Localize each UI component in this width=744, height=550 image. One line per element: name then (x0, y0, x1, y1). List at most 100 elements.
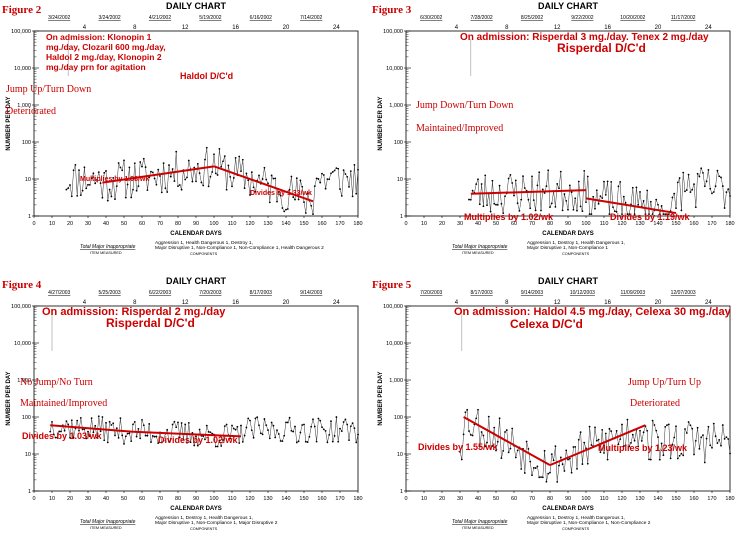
data-point (99, 430, 102, 433)
x-tick-label: 80 (175, 496, 181, 502)
data-point (83, 166, 86, 169)
data-point (153, 177, 156, 180)
x-tick-label: 80 (547, 496, 553, 502)
data-point (574, 445, 577, 448)
data-point (144, 166, 147, 169)
data-point (583, 169, 586, 172)
data-point (344, 173, 347, 175)
data-point (321, 172, 323, 175)
y-axis-label: NUMBER PER DAY (6, 371, 12, 425)
data-point (586, 462, 589, 465)
x-tick-label: 170 (335, 496, 344, 502)
data-point (585, 201, 587, 204)
data-point (303, 423, 305, 426)
data-point (335, 167, 338, 170)
data-point (628, 445, 631, 448)
top-date-label: 9/22/2002 (571, 15, 593, 21)
data-point (241, 158, 244, 161)
data-point (331, 171, 334, 173)
data-point (261, 178, 264, 180)
data-point (290, 429, 293, 432)
data-point (468, 198, 470, 201)
x-tick-label: 50 (121, 221, 127, 227)
data-point (666, 424, 668, 427)
y-tick-label: 1,000 (17, 103, 31, 109)
data-point (159, 175, 161, 177)
data-point (482, 434, 485, 437)
data-point (529, 207, 532, 210)
x-tick-label: 100 (581, 221, 590, 227)
data-point (139, 437, 142, 440)
top-date-label: 8/25/2002 (521, 15, 543, 21)
data-point (132, 188, 134, 191)
data-point (720, 176, 722, 179)
data-point (725, 436, 728, 439)
data-point (574, 197, 577, 200)
data-point (570, 471, 573, 474)
annotation-discontinued: Risperdal D/C'd (557, 41, 646, 55)
data-point (678, 177, 681, 179)
data-point (678, 454, 681, 457)
x-tick-label: 130 (263, 221, 272, 227)
x-tick-label: 140 (281, 496, 290, 502)
data-point (684, 428, 686, 430)
annotation-discontinued: Celexa D/C'd (510, 317, 583, 331)
data-point (639, 191, 641, 193)
data-point (469, 433, 472, 436)
data-point (547, 472, 550, 475)
data-point (344, 418, 347, 421)
y-tick-label: 10 (25, 452, 31, 458)
data-point (680, 209, 683, 212)
data-point (92, 431, 95, 434)
data-point (108, 420, 111, 423)
y-tick-label: 100,000 (383, 304, 403, 310)
data-point (694, 206, 697, 209)
x-axis-label: CALENDAR DAYS (542, 231, 593, 237)
data-point (74, 163, 77, 166)
data-point (126, 432, 129, 435)
data-point (187, 421, 190, 424)
data-point (595, 439, 598, 442)
data-point (516, 202, 519, 205)
data-point (265, 424, 268, 427)
data-point (687, 173, 690, 176)
data-point (200, 181, 203, 184)
footer-measured-caption: ITEM MEASURED (462, 251, 494, 255)
x-tick-label: 170 (335, 221, 344, 227)
chart-title: DAILY CHART (538, 1, 599, 11)
status-label: Deteriorated (630, 398, 680, 409)
data-point (103, 171, 106, 174)
data-point (543, 192, 546, 194)
data-point (299, 179, 302, 182)
data-point (123, 443, 125, 445)
data-point (205, 424, 208, 427)
data-point (285, 208, 287, 211)
data-point (259, 432, 262, 435)
data-point (541, 476, 544, 479)
data-point (538, 476, 541, 479)
x-tick-label: 0 (32, 496, 35, 502)
data-point (331, 440, 334, 443)
data-point (588, 425, 591, 428)
x-tick-label: 10 (421, 496, 427, 502)
data-point (76, 419, 79, 422)
trend-label-1: Divides by 1.03/wk (22, 431, 103, 441)
data-point (288, 416, 291, 419)
top-date-label: 7/28/2002 (470, 15, 492, 21)
data-point (85, 187, 88, 190)
data-point (123, 159, 125, 162)
data-point (168, 164, 170, 166)
data-point (493, 426, 496, 429)
data-point (576, 467, 578, 470)
x-tick-label: 110 (228, 221, 237, 227)
top-week-label: 20 (283, 300, 290, 306)
data-point (676, 181, 679, 184)
data-point (207, 430, 210, 433)
data-point (268, 437, 271, 440)
annotation-admission: On admission: Risperdal 3 mg./day. Tenex… (460, 32, 709, 43)
footer-measured-caption: ITEM MEASURED (90, 526, 122, 530)
data-point (105, 170, 107, 172)
data-point (349, 425, 352, 428)
pattern-label: No Jump/No Turn (20, 377, 93, 388)
data-point (220, 445, 223, 447)
